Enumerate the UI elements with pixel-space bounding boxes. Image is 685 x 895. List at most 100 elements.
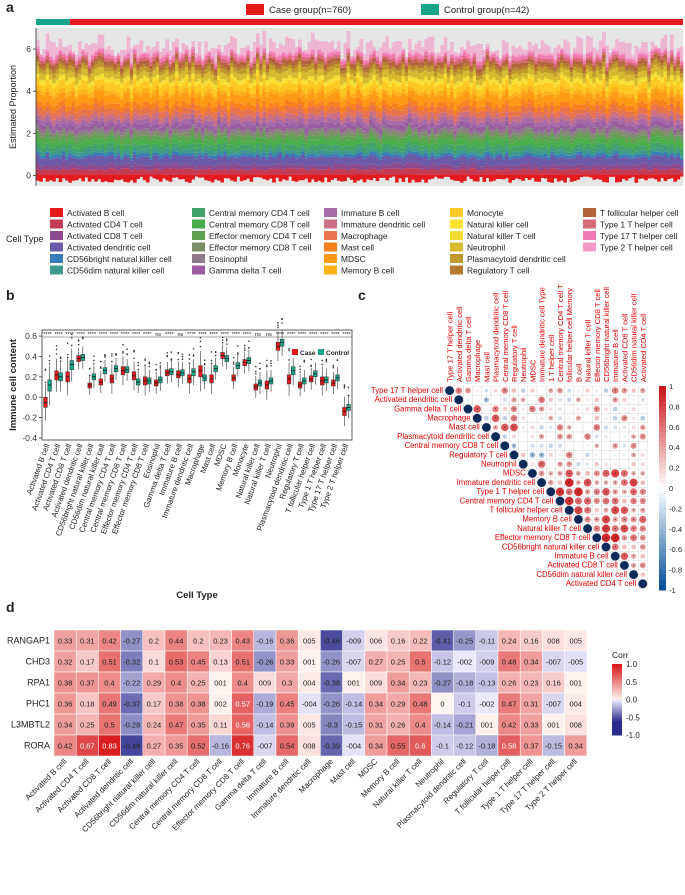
area-slice-effector-memory-cd8-t-cell [310, 132, 315, 136]
area-slice-effector-memory-cd4-t-cell [518, 138, 522, 142]
area-slice-top-spike [518, 45, 522, 55]
area-slice-natural-killer-cell [133, 76, 137, 80]
area-slice-type-1-t-helper-cell [395, 62, 399, 66]
area-slice-activated-cd4-t-cell [563, 169, 567, 175]
area-slice-memory-b-cell [158, 95, 163, 99]
area-slice-memory-b-cell [65, 92, 69, 98]
area-slice-activated-b-cell [94, 174, 98, 176]
area-slice-natural-killer-t-cell [200, 83, 205, 87]
area-slice-t-follicular-helper-cell [372, 57, 377, 63]
area-slice-central-memory-cd8-t-cell [272, 141, 276, 148]
area-slice-memory-b-cell [152, 89, 157, 95]
area-slice-immature-b-cell [336, 117, 341, 123]
area-slice-natural-killer-cell [213, 88, 218, 90]
area-slice-cd56bright-natural-killer-cell [246, 154, 250, 157]
area-slice-central-memory-cd8-t-cell [81, 141, 85, 148]
area-slice-activated-b-cell [68, 174, 72, 176]
area-slice-activated-cd8-t-cell [217, 164, 221, 170]
area-slice-type-17-t-helper-cell [307, 54, 312, 58]
area-slice-plasmacytoid-dendritic-cell [569, 72, 574, 77]
area-slice-mdsc [136, 94, 140, 104]
area-slice-activated-b-cell [333, 175, 338, 179]
area-slice-effector-memory-cd8-t-cell [275, 130, 280, 135]
area-slice-mdsc [330, 93, 335, 102]
area-slice-natural-killer-cell [142, 78, 147, 81]
area-slice-memory-b-cell [210, 92, 215, 98]
area-slice-monocyte [375, 84, 380, 92]
area-slice-cd56bright-natural-killer-cell [149, 157, 153, 160]
area-slice-eosinophil [550, 128, 554, 132]
area-slice-natural-killer-cell [395, 83, 399, 87]
area-slice-effector-memory-cd8-t-cell [123, 133, 127, 137]
area-slice-activated-cd4-t-cell [249, 169, 254, 175]
area-slice-effector-memory-cd8-t-cell [87, 133, 92, 138]
area-slice-type-2-t-helper-cell [233, 51, 237, 54]
area-slice-macrophage [152, 108, 157, 114]
area-slice-mdsc [443, 91, 448, 102]
area-slice-effector-memory-cd4-t-cell [139, 135, 144, 139]
area-slice-central-memory-cd4-t-cell [492, 146, 496, 153]
area-slice-activated-cd4-t-cell [81, 169, 85, 175]
area-slice-cd56dim-natural-killer-cell [401, 151, 406, 157]
area-slice-monocyte [356, 78, 360, 85]
area-slice-type-1-t-helper-cell [281, 56, 286, 60]
area-slice-activated-cd8-t-cell [39, 166, 43, 171]
area-slice-central-memory-cd8-t-cell [543, 140, 548, 146]
area-slice-gamma-delta-t-cell [560, 124, 564, 129]
area-slice-effector-memory-cd8-t-cell [346, 131, 351, 135]
area-slice-top-spike [171, 41, 176, 55]
area-slice-cd56bright-natural-killer-cell [178, 154, 182, 157]
area-slice-top-spike [420, 46, 425, 55]
area-slice-central-memory-cd4-t-cell [168, 148, 173, 154]
area-slice-gamma-delta-t-cell [152, 124, 157, 129]
area-slice-activated-b-cell [107, 175, 111, 183]
area-slice-activated-dendritic-cell [362, 158, 367, 165]
area-slice-cd56bright-natural-killer-cell [136, 154, 140, 159]
area-slice-eosinophil [424, 129, 428, 133]
area-slice-cd56bright-natural-killer-cell [336, 154, 341, 158]
area-slice-regulatory-t-cell [145, 65, 150, 68]
area-slice-activated-cd4-t-cell [275, 169, 280, 175]
area-slice-gamma-delta-t-cell [194, 127, 199, 133]
area-slice-activated-cd4-t-cell [213, 169, 218, 175]
area-slice-regulatory-t-cell [220, 65, 225, 69]
area-slice-activated-b-cell [288, 175, 292, 177]
area-slice-activated-b-cell [346, 175, 351, 178]
area-slice-memory-b-cell [84, 89, 89, 95]
area-slice-activated-cd8-t-cell [74, 165, 79, 169]
area-slice-central-memory-cd4-t-cell [505, 142, 509, 148]
area-slice-monocyte [459, 85, 464, 92]
area-slice-macrophage [272, 108, 276, 117]
area-slice-immature-dendritic-cell [346, 112, 351, 118]
area-slice-activated-b-cell [36, 174, 40, 176]
area-slice-central-memory-cd4-t-cell [213, 148, 218, 153]
area-slice-effector-memory-cd8-t-cell [285, 131, 289, 135]
area-slice-cd56bright-natural-killer-cell [123, 153, 127, 156]
area-slice-type-17-t-helper-cell [527, 52, 532, 56]
area-slice-eosinophil [563, 130, 567, 134]
area-slice-top-spike [534, 43, 538, 56]
area-slice-activated-dendritic-cell [90, 157, 95, 165]
area-slice-natural-killer-cell [453, 86, 457, 89]
area-slice-central-memory-cd8-t-cell [307, 140, 312, 147]
area-slice-natural-killer-t-cell [55, 79, 60, 83]
area-slice-t-follicular-helper-cell [116, 61, 121, 65]
area-slice-neutrophil [158, 75, 163, 82]
area-slice-macrophage [336, 106, 341, 112]
area-slice-t-follicular-helper-cell [527, 58, 532, 62]
area-slice-immature-b-cell [110, 118, 115, 123]
area-slice-central-memory-cd8-t-cell [314, 140, 318, 146]
area-slice-gamma-delta-t-cell [168, 130, 173, 135]
area-slice-central-memory-cd4-t-cell [514, 146, 519, 152]
area-slice-activated-b-cell [475, 175, 480, 182]
area-slice-regulatory-t-cell [42, 67, 47, 71]
area-slice-activated-b-cell [450, 174, 454, 176]
area-slice-immature-dendritic-cell [52, 119, 56, 126]
area-slice-activated-cd4-t-cell [469, 168, 474, 175]
area-slice-t-follicular-helper-cell [420, 62, 425, 66]
area-slice-activated-cd8-t-cell [94, 164, 98, 170]
area-slice-natural-killer-cell [94, 78, 98, 81]
area-slice-activated-b-cell [479, 175, 483, 177]
area-slice-immature-dendritic-cell [320, 110, 325, 117]
area-slice-effector-memory-cd4-t-cell [320, 134, 325, 139]
